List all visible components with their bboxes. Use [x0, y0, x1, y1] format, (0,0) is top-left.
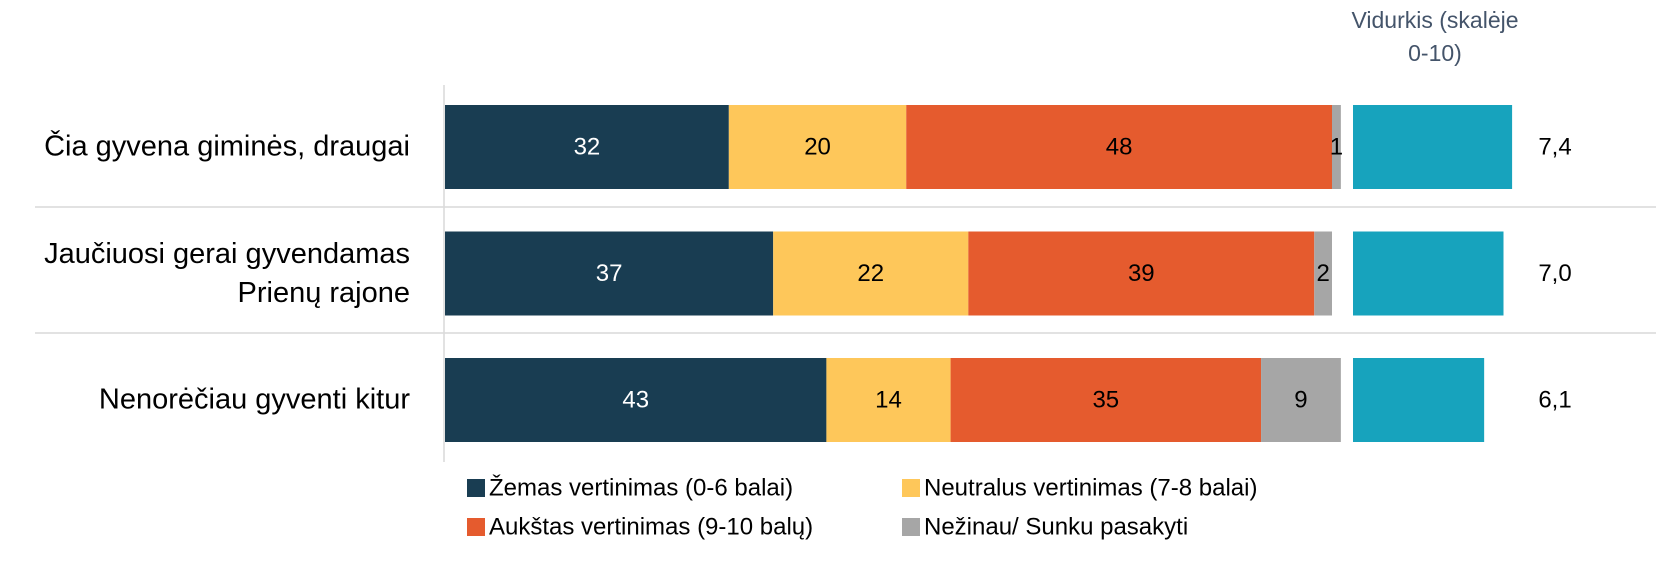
data-label: 48 — [1106, 133, 1133, 160]
bar-segment — [968, 231, 1315, 316]
bar-segment — [728, 105, 907, 189]
bar-segment — [1332, 105, 1341, 189]
average-label: 7,0 — [1538, 260, 1571, 287]
data-label: 22 — [857, 260, 884, 287]
data-label: 37 — [596, 260, 623, 287]
legend-label: Nežinau/ Sunku pasakyti — [924, 513, 1188, 540]
legend-swatch — [902, 518, 920, 536]
data-label: 35 — [1092, 386, 1119, 413]
bar-segment — [1261, 358, 1341, 442]
legend-label: Žemas vertinimas (0-6 balai) — [489, 474, 793, 501]
average-label: 7,4 — [1538, 133, 1571, 160]
average-label: 6,1 — [1538, 386, 1571, 413]
legend-label: Neutralus vertinimas (7-8 balai) — [924, 474, 1257, 501]
legend-swatch — [467, 518, 485, 536]
bar-segment — [906, 105, 1332, 189]
bar-segment — [773, 231, 969, 316]
bar-segment — [445, 358, 827, 442]
average-bar — [1353, 105, 1513, 189]
data-label: 43 — [622, 386, 649, 413]
average-bar — [1353, 231, 1504, 316]
bar-segment — [1314, 231, 1332, 316]
data-label: 39 — [1128, 260, 1155, 287]
category-label: Nenorėčiau gyventi kitur — [98, 383, 410, 416]
bar-segment — [826, 358, 951, 442]
data-label: 32 — [574, 133, 601, 160]
data-label: 9 — [1294, 386, 1307, 413]
category-label: Jaučiuosi gerai gyvendamas Prienų rajone — [44, 237, 410, 309]
bar-segment — [950, 358, 1262, 442]
data-label: 1 — [1330, 133, 1343, 160]
data-label: 2 — [1316, 260, 1329, 287]
data-label: 14 — [875, 386, 902, 413]
data-label: 20 — [804, 133, 831, 160]
legend-swatch — [902, 479, 920, 497]
bar-segment — [445, 231, 774, 316]
average-bar — [1353, 358, 1485, 442]
average-title: Vidurkis (skalėje 0-10) — [1351, 7, 1519, 67]
category-label: Čia gyvena giminės, draugai — [44, 130, 410, 163]
legend-label: Aukštas vertinimas (9-10 balų) — [489, 513, 813, 540]
bar-segment — [445, 105, 729, 189]
legend-swatch — [467, 479, 485, 497]
